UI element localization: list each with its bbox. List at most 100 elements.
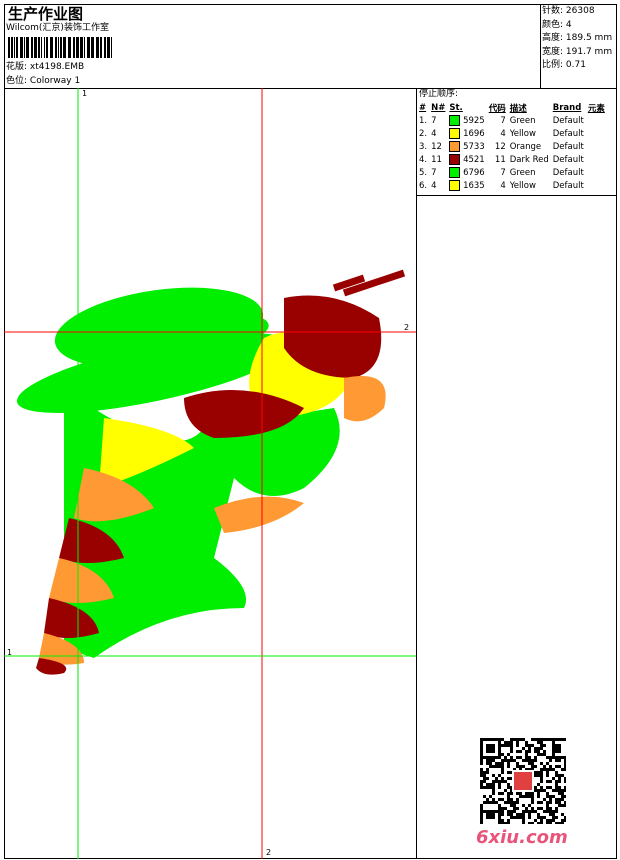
color-description: Green: [509, 167, 536, 178]
column-header: 描述: [509, 103, 527, 114]
company-name: Wilcom(汇京)装饰工作室: [6, 23, 109, 33]
color-code: 11: [494, 154, 506, 165]
watermark-logo: 6xiu.com: [476, 827, 568, 848]
column-header: N#: [431, 102, 446, 113]
brand: Default: [552, 180, 584, 191]
barcode: [8, 37, 112, 58]
bee-embroidery: [16, 269, 406, 675]
design-label: 花版:: [6, 62, 28, 72]
color-description: Yellow: [509, 128, 536, 139]
info-value: 189.5 mm: [565, 33, 613, 43]
brand: Default: [552, 154, 584, 165]
color-swatch: [449, 154, 461, 165]
table-row: 4. 11 4521 11 Dark Red Default: [417, 153, 607, 166]
info-value: 26308: [565, 6, 595, 16]
column-header: Brand: [552, 102, 582, 113]
color-swatch: [449, 180, 461, 191]
info-list: 针数: 26308 颜色: 4 高度: 189.5 mm 宽度: 191.7 mm 比例…: [542, 6, 612, 74]
column-header: #: [419, 102, 427, 113]
info-row: 宽度: 191.7 mm: [542, 47, 612, 61]
stitch-count-cell: 6796: [447, 166, 486, 179]
stitch-count: 5925: [463, 116, 485, 126]
needle-number: 7: [431, 115, 437, 126]
row-index: 4.: [419, 154, 428, 165]
column-header: 代码: [488, 103, 506, 114]
color-description: Yellow: [509, 180, 536, 191]
needle-number: 4: [431, 128, 437, 139]
color-description: Orange: [509, 141, 542, 152]
info-row: 高度: 189.5 mm: [542, 33, 612, 47]
element: [586, 153, 607, 166]
guide-label: 1: [82, 89, 88, 98]
color-swatch: [449, 167, 461, 178]
design-canvas: [4, 88, 416, 859]
stitch-count: 6796: [463, 168, 485, 178]
stop-sequence-table: # N# St. 代码 描述 Brand 元素 1. 7 5925 7 Green Default 2…: [417, 101, 607, 192]
row-index: 6.: [419, 180, 428, 191]
needle-number: 11: [431, 154, 442, 165]
element: [586, 127, 607, 140]
qr-code: [480, 738, 566, 824]
color-swatch: [449, 128, 461, 139]
guide-label: 2: [404, 323, 410, 332]
brand: Default: [552, 115, 584, 126]
guide-label: 2: [266, 848, 272, 857]
stitch-count-cell: 1635: [447, 179, 486, 192]
stitch-count-cell: 5733: [447, 140, 486, 153]
design-value: xt4198.EMB: [29, 62, 85, 72]
table-row: 2. 4 1696 4 Yellow Default: [417, 127, 607, 140]
row-index: 3.: [419, 141, 428, 152]
column-header: St.: [449, 102, 463, 113]
info-value: 0.71: [565, 60, 586, 70]
info-row: 针数: 26308: [542, 6, 612, 20]
color-code: 7: [500, 167, 506, 178]
brand: Default: [552, 167, 584, 178]
stitch-count: 4521: [463, 155, 485, 165]
stitch-count-cell: 5925: [447, 114, 486, 127]
needle-number: 12: [431, 141, 442, 152]
info-label: 高度:: [542, 33, 564, 43]
stitch-count-cell: 1696: [447, 127, 486, 140]
stop-sequence-box: [416, 88, 617, 196]
table-row: 5. 7 6796 7 Green Default: [417, 166, 607, 179]
element: [586, 166, 607, 179]
page-title: 生产作业图: [8, 5, 84, 23]
stop-sequence-title: 停止顺序:: [419, 89, 459, 99]
info-label: 宽度:: [542, 46, 564, 57]
stitch-count-cell: 4521: [447, 153, 486, 166]
table-row: 1. 7 5925 7 Green Default: [417, 114, 607, 127]
color-code: 4: [500, 128, 506, 139]
element: [586, 114, 607, 127]
color-code: 12: [494, 141, 506, 152]
row-index: 1.: [419, 115, 428, 126]
stitch-count: 5733: [463, 142, 485, 152]
info-row: 比例: 0.71: [542, 60, 612, 74]
stitch-count: 1696: [463, 129, 485, 139]
color-swatch: [449, 141, 461, 152]
color-code: 4: [500, 180, 506, 191]
info-label: 颜色:: [542, 19, 564, 30]
info-value: 191.7 mm: [565, 46, 613, 57]
info-label: 比例:: [542, 60, 564, 70]
column-header: 元素: [587, 103, 605, 114]
row-index: 2.: [419, 128, 428, 139]
brand: Default: [552, 128, 584, 139]
colorway-value: Colorway 1: [29, 76, 81, 86]
table-row: 3. 12 5733 12 Orange Default: [417, 140, 607, 153]
info-value: 4: [565, 19, 572, 30]
color-description: Green: [509, 115, 536, 126]
info-label: 针数:: [542, 6, 564, 16]
table-row: 6. 4 1635 4 Yellow Default: [417, 179, 607, 192]
stitch-count: 1635: [463, 181, 485, 191]
brand: Default: [552, 141, 584, 152]
element: [586, 179, 607, 192]
row-index: 5.: [419, 167, 428, 178]
colorway-label: 色位:: [6, 76, 28, 86]
color-description: Dark Red: [509, 154, 549, 165]
needle-number: 7: [431, 167, 437, 178]
info-row: 颜色: 4: [542, 20, 612, 34]
color-swatch: [449, 115, 461, 126]
guide-label: 1: [7, 648, 13, 657]
element: [586, 140, 607, 153]
